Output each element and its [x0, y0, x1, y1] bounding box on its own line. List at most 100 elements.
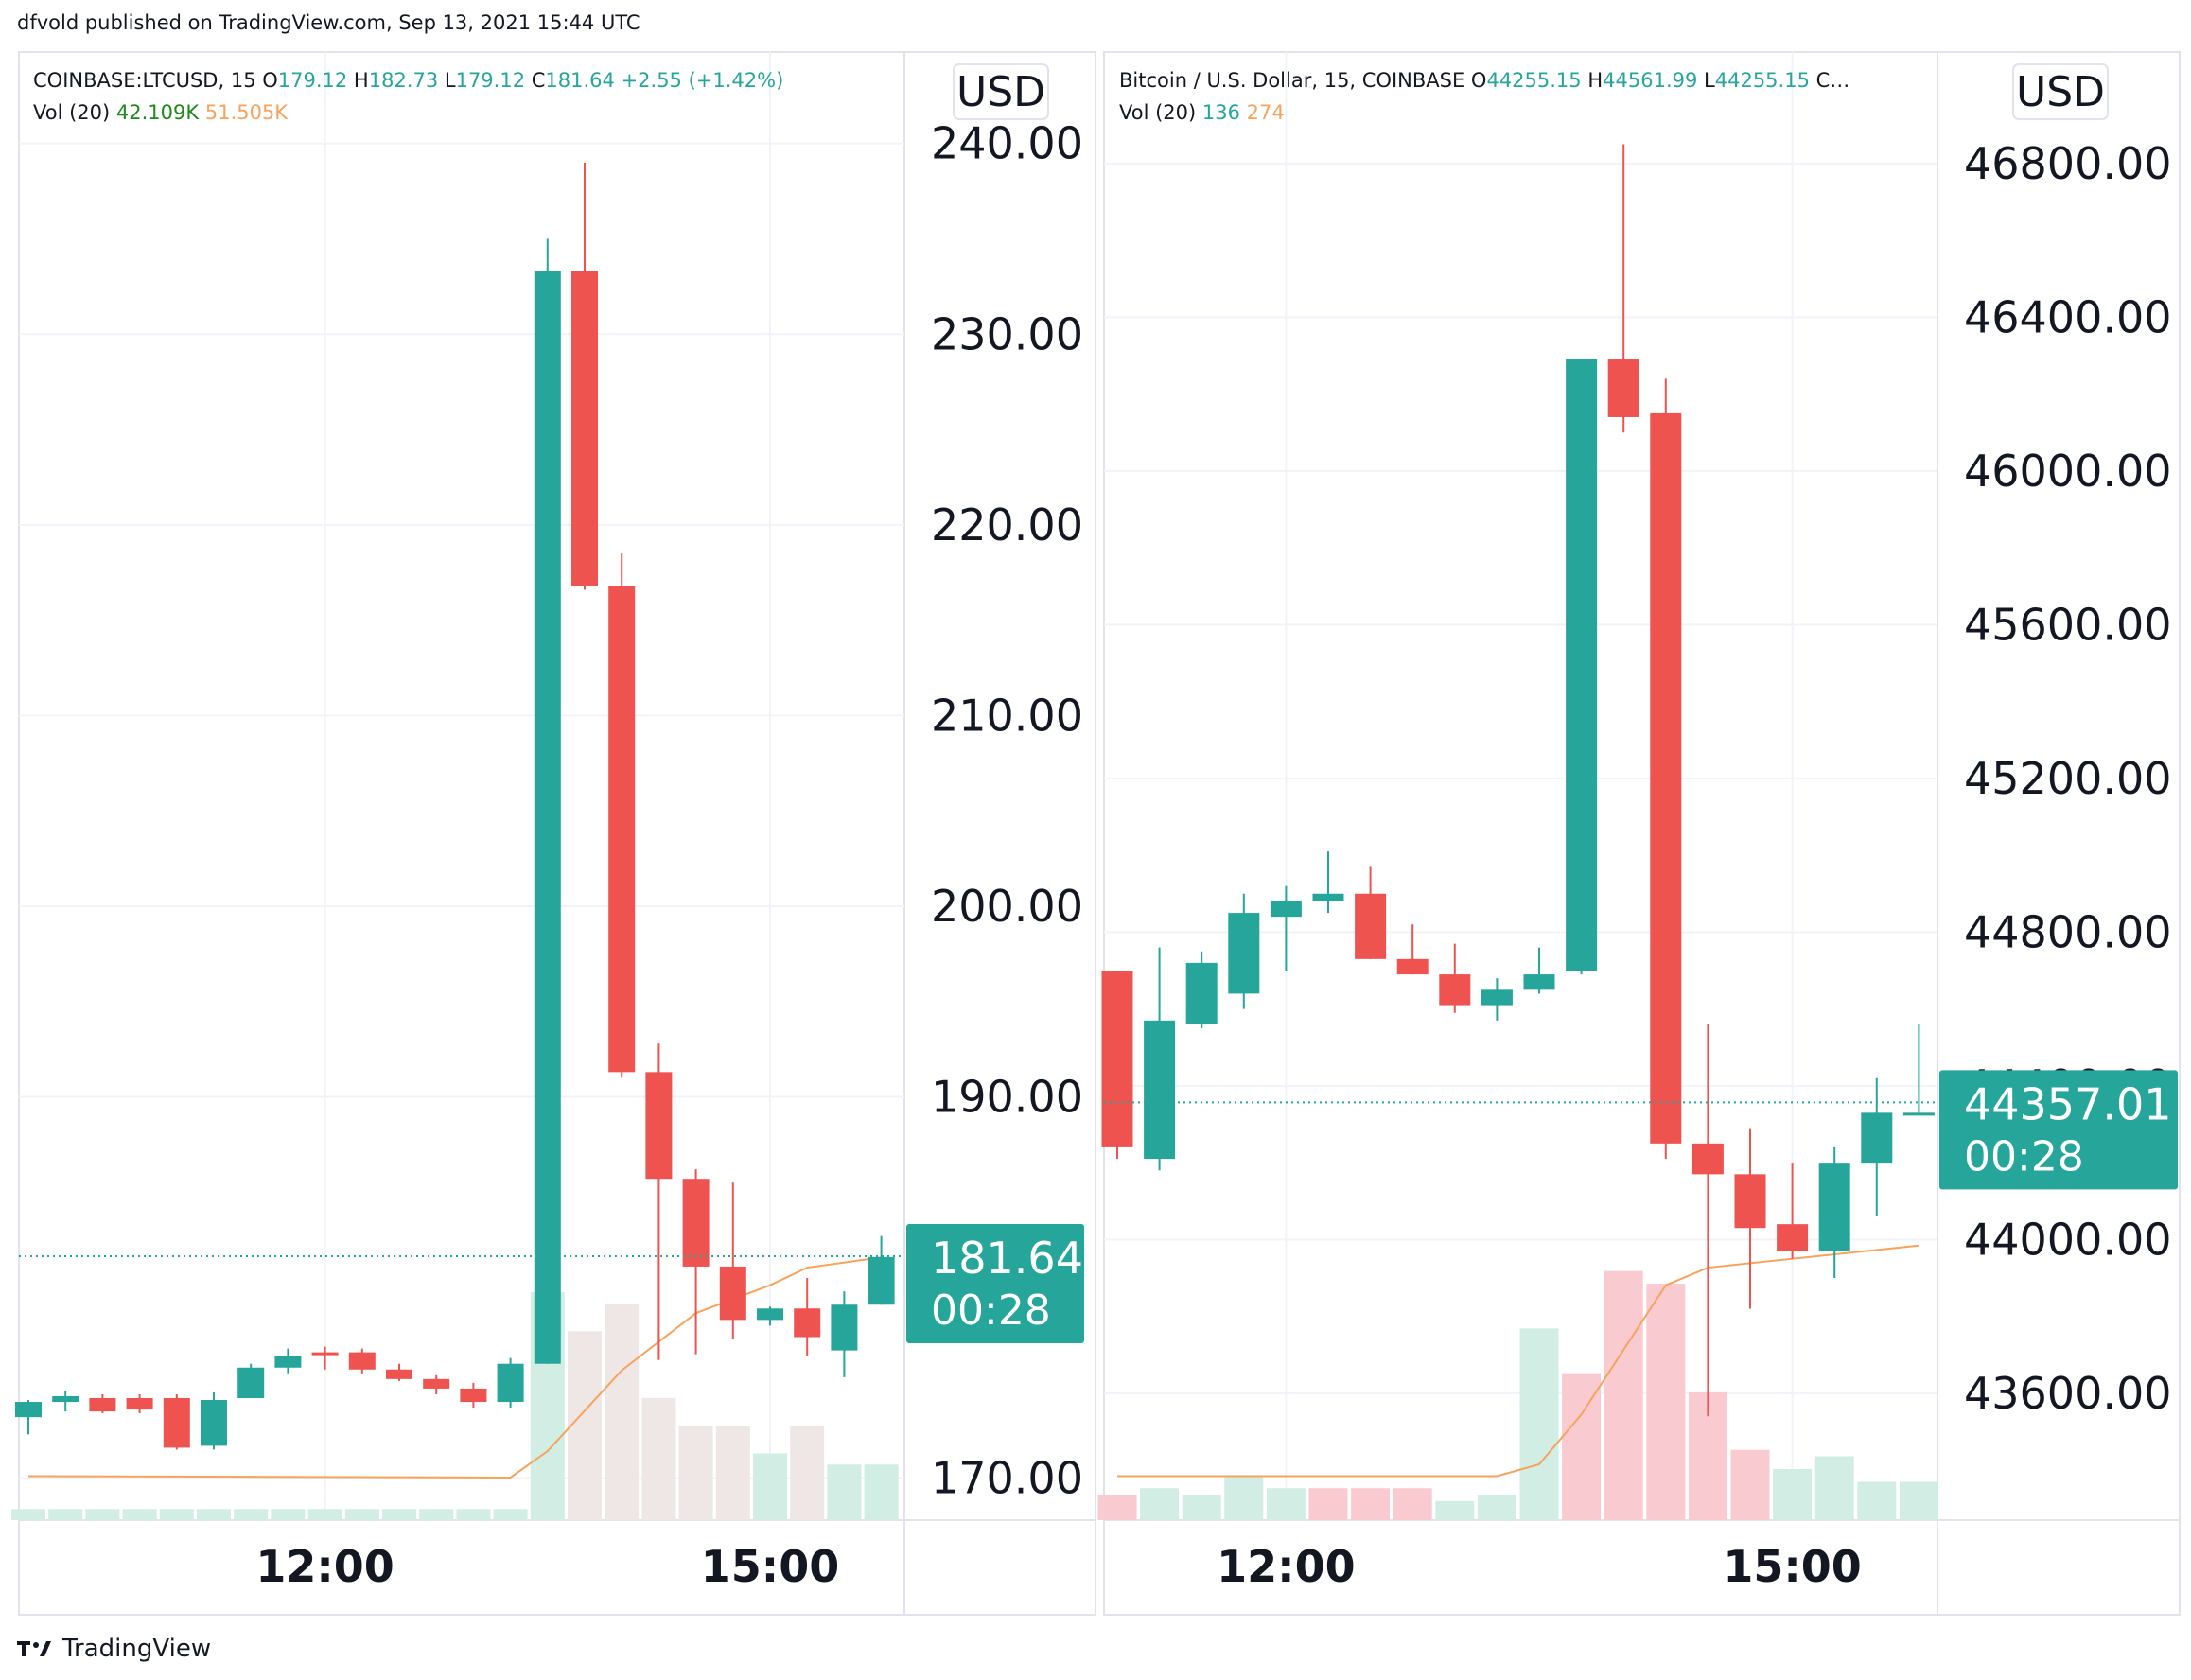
candle-up: [1228, 893, 1260, 1009]
volume-bar: [1351, 1488, 1391, 1520]
candle-up: [1185, 951, 1218, 1028]
currency-box: [953, 63, 1049, 120]
candle-body: [1481, 989, 1513, 1006]
publisher-caption: dfvold published on TradingView.com, Sep…: [17, 11, 640, 34]
candle-body: [1101, 971, 1133, 1147]
volume-bar: [1814, 1456, 1854, 1520]
volume-bar: [1604, 1270, 1643, 1520]
volume-bar: [1266, 1488, 1306, 1520]
candle-body: [571, 271, 598, 586]
volume-bar: [344, 1509, 379, 1520]
candle-down: [348, 1348, 376, 1374]
chart-pane-2: 43600.0044000.0044400.0044800.0045200.00…: [1097, 51, 2181, 1616]
volume-bar: [753, 1453, 787, 1520]
candle-body: [201, 1400, 227, 1446]
candle-body: [126, 1398, 153, 1410]
candle-down: [1439, 943, 1471, 1013]
y-tick-label: 43600.00: [1964, 1368, 2172, 1419]
volume-bar: [1646, 1284, 1686, 1520]
y-tick-label: 46400.00: [1964, 291, 2172, 342]
legend-volume: Vol (20) 136 274: [1119, 101, 1285, 124]
volume-bar: [456, 1509, 491, 1520]
x-tick-label: 15:00: [701, 1541, 839, 1592]
legend-ohlc: Bitcoin / U.S. Dollar, 15, COINBASE O442…: [1119, 69, 1849, 92]
candle-body: [794, 1308, 821, 1338]
volume-bar: [382, 1509, 416, 1520]
candle-up: [15, 1400, 42, 1435]
last-price-badge: [906, 1224, 1084, 1344]
candle-up: [237, 1363, 265, 1399]
candle-body: [1144, 1020, 1176, 1160]
candle-down: [423, 1374, 450, 1394]
candle-body: [386, 1369, 412, 1379]
volume-bar: [122, 1509, 157, 1520]
candle-down: [1777, 1163, 1809, 1259]
volume-bar: [568, 1331, 602, 1520]
candle-body: [237, 1367, 265, 1399]
candle-down: [608, 553, 636, 1078]
candle-down: [1101, 971, 1133, 1160]
candle-down: [1650, 378, 1682, 1160]
volume-bar: [1899, 1481, 1938, 1520]
candle-up: [757, 1306, 783, 1326]
volume-bar: [641, 1397, 676, 1520]
candle-down: [311, 1346, 339, 1370]
candle-up: [868, 1235, 895, 1305]
candle-body: [497, 1363, 524, 1403]
x-tick-label: 12:00: [255, 1541, 394, 1592]
x-tick-label: 15:00: [1723, 1541, 1861, 1592]
candle-body: [89, 1398, 116, 1412]
candle-body: [757, 1308, 783, 1321]
candle-body: [348, 1352, 376, 1370]
y-tick-label: 46800.00: [1964, 138, 2172, 189]
candle-up: [1144, 947, 1176, 1171]
x-tick-label: 12:00: [1217, 1541, 1355, 1592]
candle-down: [460, 1382, 487, 1409]
candle-body: [719, 1266, 746, 1321]
legend-volume: Vol (20) 42.109K 51.505K: [33, 101, 289, 124]
candle-body: [1355, 893, 1387, 959]
volume-bar: [864, 1464, 899, 1520]
volume-bar: [715, 1426, 750, 1520]
last-price-label: 44357.01: [1964, 1078, 2172, 1129]
volume-bar: [1097, 1494, 1137, 1520]
volume-bar: [159, 1509, 194, 1520]
volume-bar: [307, 1509, 342, 1520]
candle-body: [1270, 901, 1302, 918]
candle-body: [645, 1072, 673, 1180]
volume-bar: [11, 1509, 45, 1520]
candle-body: [1818, 1163, 1850, 1251]
volume-bar: [1773, 1468, 1813, 1520]
candle-up: [1861, 1077, 1893, 1217]
y-tick-label: 44800.00: [1964, 906, 2172, 957]
candle-up: [1481, 978, 1513, 1021]
y-tick-label: 200.00: [931, 881, 1083, 932]
volume-bar: [678, 1426, 713, 1520]
candle-down: [682, 1169, 710, 1355]
volume-bar: [1308, 1488, 1348, 1520]
volume-bar: [1435, 1500, 1475, 1520]
volume-bar: [1857, 1481, 1897, 1520]
candle-up: [1566, 359, 1598, 975]
volume-bar: [234, 1509, 269, 1520]
candle-body: [1607, 359, 1639, 417]
last-price-label: 181.64: [931, 1233, 1083, 1284]
volume-bar: [197, 1509, 231, 1520]
candle-up: [1523, 947, 1555, 994]
bar-countdown-label: 00:28: [931, 1286, 1051, 1335]
candle-down: [719, 1182, 746, 1339]
currency-label: USD: [2016, 68, 2105, 116]
volume-ma-line: [27, 1256, 882, 1479]
volume-bar: [790, 1426, 825, 1520]
chart-pane-1: 170.00 190.00 200.00 210.00 220.00 230.00 240.…: [11, 51, 1096, 1616]
last-price-badge: [1939, 1070, 2178, 1190]
volume-bar: [1393, 1488, 1432, 1520]
volume-bar: [85, 1509, 120, 1520]
candle-down: [1396, 924, 1429, 975]
candle-body: [1734, 1174, 1766, 1229]
volume-bar: [1562, 1373, 1602, 1520]
candle-body: [1312, 893, 1344, 901]
candle-body: [682, 1179, 710, 1267]
candle-down: [1691, 1024, 1724, 1417]
